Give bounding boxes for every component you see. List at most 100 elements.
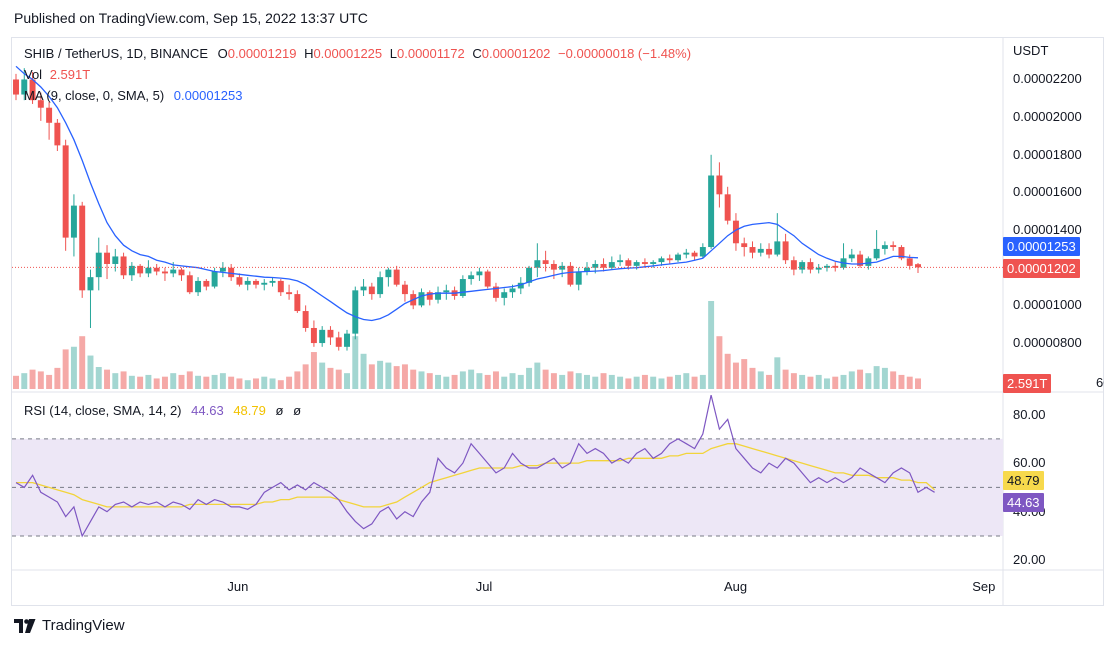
candle-body [95,252,102,278]
candle [277,279,284,296]
candle-body [865,258,872,266]
candle [385,267,392,287]
candle-body [459,279,466,296]
volume-bar [21,373,28,389]
candle [782,233,789,264]
ma-label[interactable]: MA (9, close, 0, SMA, 5) [24,88,165,103]
volume-bar [286,376,293,389]
rsi-value: 44.63 [191,403,224,418]
candle-body [857,254,864,266]
volume-bar [261,376,268,389]
candle-body [608,262,615,268]
symbol-title[interactable]: SHIB / TetherUS, 1D, BINANCE [24,46,208,61]
candle [54,119,61,152]
candle [534,243,541,278]
tradingview-logo[interactable]: TradingView [14,617,125,634]
volume-bar [128,375,135,389]
rsi-ma-value: 48.79 [233,403,266,418]
candle [70,194,77,257]
candle-body [79,205,86,291]
candle [815,263,822,274]
candle [112,248,119,272]
rsi-extra-1: ø [275,403,284,418]
candle-body [319,329,326,344]
volume-bar [236,378,243,389]
high-label: H [304,46,314,61]
volume-bar [658,378,665,389]
candle-body [219,267,226,272]
ma-badge: 0.00001253 [1003,237,1080,256]
time-tick: Jun [227,579,249,594]
candle-body [484,271,491,287]
volume-bar [774,357,781,389]
volume-bar [766,374,773,389]
volume-bar [145,374,152,389]
volume-bar [62,349,69,389]
candle-body [104,252,111,264]
candle-body [294,294,301,312]
volume-bar [666,376,673,389]
volume-bar [468,369,475,389]
volume-bar [683,373,690,389]
rsi-label[interactable]: RSI (14, close, SMA, 14, 2) [24,403,182,418]
candle [95,237,102,291]
candle-body [244,280,251,285]
ma-line [15,65,919,322]
candle-body [161,271,168,274]
candle-body [195,280,202,293]
candle-body [592,263,599,268]
volume-bar [501,376,508,389]
volume-bar [70,346,77,389]
volume-bar [865,373,872,389]
volume-bar [782,369,789,389]
candle [774,213,781,257]
close-value: 0.00001202 [481,46,551,61]
price-badge: 0.00001202 [1003,259,1080,278]
candle-body [128,265,135,276]
volume-bar [344,373,350,389]
candle-body [87,277,94,291]
volume-bar [848,371,855,389]
candle-body [302,311,309,328]
volume-bar [915,378,921,389]
candle [517,277,524,295]
volume-label[interactable]: Vol [24,67,43,82]
volume-bar [492,371,499,389]
candle [128,262,135,281]
candle [377,271,384,298]
candle-body [401,284,408,295]
volume-bar [112,373,119,389]
volume-bar [625,378,632,389]
candle [848,248,855,263]
candle [526,265,533,287]
candle [261,279,268,291]
rsi-ma-line [16,443,936,508]
time-tick: Jul [475,579,493,594]
candle [749,241,756,259]
candle [195,277,202,296]
volume-bar [327,367,334,389]
candle [46,102,53,140]
candle-body [277,280,284,293]
candle [724,186,731,225]
candle [344,329,350,351]
candle-body [21,79,28,95]
chart-frame [11,37,1104,606]
volume-bar [799,374,806,389]
candle [352,286,359,340]
volume-bar [873,366,880,389]
candle-body [807,262,814,270]
candle [675,252,681,263]
volume-bar [484,374,491,389]
candle [790,256,797,276]
candle [699,243,706,259]
candle [62,139,69,251]
volume-bar [104,369,111,389]
candle-body [741,243,748,248]
open-value: 0.00001219 [227,46,297,61]
volume-bar [443,376,450,389]
candle-body [37,100,44,108]
volume-bar [277,380,284,389]
candle-body [29,79,36,101]
